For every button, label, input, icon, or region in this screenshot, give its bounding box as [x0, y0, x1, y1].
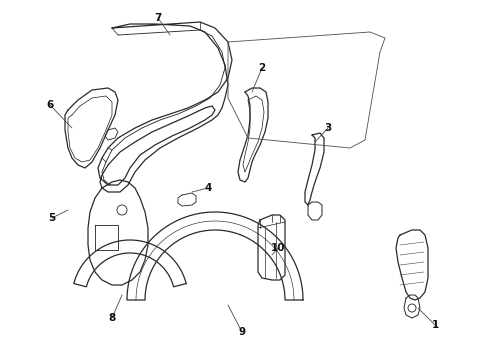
Text: 2: 2 — [258, 63, 266, 73]
Text: 8: 8 — [108, 313, 116, 323]
Text: 4: 4 — [204, 183, 212, 193]
Text: 1: 1 — [431, 320, 439, 330]
Text: 6: 6 — [47, 100, 53, 110]
Text: 3: 3 — [324, 123, 332, 133]
Text: 9: 9 — [239, 327, 245, 337]
Text: 5: 5 — [49, 213, 56, 223]
Text: 7: 7 — [154, 13, 162, 23]
Text: 10: 10 — [271, 243, 285, 253]
